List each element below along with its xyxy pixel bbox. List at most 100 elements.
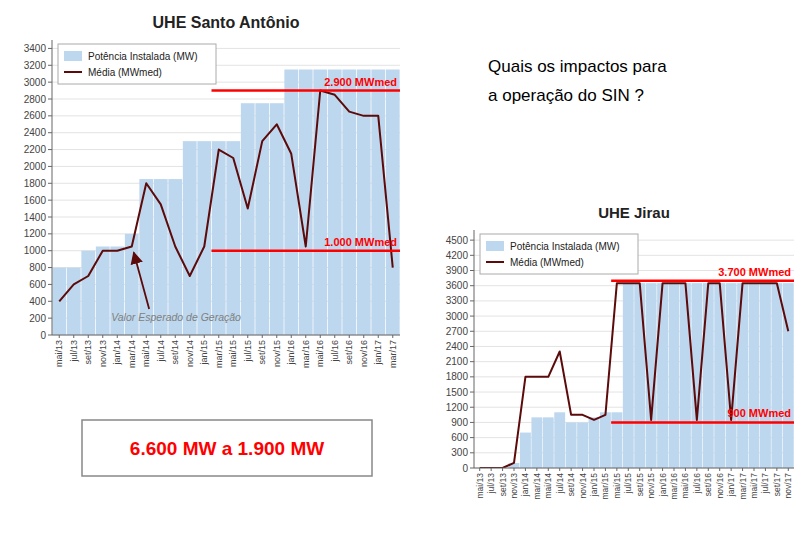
y-tick [470, 361, 474, 362]
x-tick-label: mai/16 [680, 473, 690, 499]
bar [611, 412, 622, 468]
y-tick [48, 166, 52, 167]
y-tick [48, 250, 52, 251]
x-tick [765, 468, 766, 471]
bar [783, 283, 794, 468]
x-tick [175, 335, 176, 338]
bar [577, 422, 588, 468]
x-tick [334, 335, 335, 338]
legend-box [480, 234, 638, 274]
bar [554, 412, 565, 468]
x-tick [73, 335, 74, 338]
bar [313, 70, 327, 336]
bar [255, 103, 269, 335]
y-tick [48, 115, 52, 116]
y-tick-label: 1000 [24, 245, 47, 256]
bar [241, 103, 255, 335]
x-tick-label: set/15 [635, 473, 645, 496]
x-tick-label: mai/13 [54, 340, 64, 367]
y-tick-label: 4500 [446, 235, 469, 246]
chart: UHE Santo Antônio02004006008001000120014… [24, 14, 400, 368]
y-tick [48, 99, 52, 100]
bar [531, 417, 542, 468]
y-tick-label: 900 [451, 417, 468, 428]
bar [634, 283, 645, 468]
x-tick-label: mar/15 [600, 473, 610, 500]
y-tick-label: 3000 [24, 77, 47, 88]
x-tick [247, 335, 248, 338]
y-tick-label: 1600 [24, 195, 47, 206]
y-tick-label: 300 [451, 447, 468, 458]
x-tick [628, 468, 629, 471]
x-tick-label: jul/13 [69, 340, 79, 363]
x-tick [102, 335, 103, 338]
y-tick-label: 0 [462, 463, 468, 474]
x-tick-label: jul/16 [330, 340, 340, 363]
bar [737, 283, 748, 468]
y-tick [48, 233, 52, 234]
x-tick-label: jan/17 [373, 340, 383, 366]
y-tick-label: 3000 [446, 311, 469, 322]
y-tick [470, 331, 474, 332]
x-tick [754, 468, 755, 471]
bar [197, 141, 211, 335]
y-tick [470, 285, 474, 286]
x-tick [320, 335, 321, 338]
x-tick [708, 468, 709, 471]
y-tick-label: 600 [451, 432, 468, 443]
x-tick-label: nov/16 [359, 340, 369, 367]
y-tick-label: 600 [29, 279, 46, 290]
x-tick-label: nov/13 [98, 340, 108, 367]
x-tick-label: set/15 [257, 340, 267, 365]
bar [67, 268, 81, 335]
bar [226, 141, 240, 335]
x-tick [349, 335, 350, 338]
x-tick [479, 468, 480, 471]
x-tick-label: set/17 [772, 473, 782, 496]
x-tick-label: jul/15 [623, 473, 633, 495]
reference-line [611, 421, 794, 424]
x-tick [639, 468, 640, 471]
x-tick [536, 468, 537, 471]
x-tick-label: jul/17 [760, 473, 770, 495]
y-tick-label: 2100 [446, 356, 469, 367]
y-tick [470, 392, 474, 393]
y-tick [470, 255, 474, 256]
x-tick-label: jan/16 [658, 473, 668, 497]
bar [371, 70, 385, 336]
x-tick-label: mar/15 [214, 340, 224, 368]
x-tick [514, 468, 515, 471]
legend-label: Potência Instalada (MW) [88, 51, 198, 62]
bar [714, 283, 725, 468]
chart-title: UHE Jirau [598, 204, 670, 221]
bar [566, 422, 577, 468]
x-tick [262, 335, 263, 338]
x-tick-label: jul/13 [486, 473, 496, 495]
x-tick-label: nov/15 [272, 340, 282, 367]
y-tick-label: 3600 [446, 280, 469, 291]
bar [749, 283, 760, 468]
y-tick-label: 4200 [446, 250, 469, 261]
x-tick [731, 468, 732, 471]
x-tick-label: mai/14 [141, 340, 151, 367]
reference-label: 1.000 MWmed [324, 236, 397, 248]
x-tick [378, 335, 379, 338]
x-tick-label: nov/13 [509, 473, 519, 499]
x-tick-label: mar/14 [532, 473, 542, 500]
x-tick-label: jan/15 [589, 473, 599, 497]
reference-label: 2.900 MWmed [324, 76, 397, 88]
x-tick-label: set/16 [344, 340, 354, 365]
grid-line [52, 335, 400, 336]
x-tick [685, 468, 686, 471]
y-tick-label: 2400 [446, 341, 469, 352]
y-tick-label: 2800 [24, 94, 47, 105]
x-tick-label: jul/14 [156, 340, 166, 363]
x-tick-label: jan/15 [199, 340, 209, 366]
y-tick [470, 346, 474, 347]
x-tick-label: mai/15 [612, 473, 622, 499]
y-tick-label: 0 [40, 330, 46, 341]
y-tick [470, 437, 474, 438]
legend-swatch [486, 241, 504, 251]
bar [284, 70, 298, 336]
x-tick [525, 468, 526, 471]
